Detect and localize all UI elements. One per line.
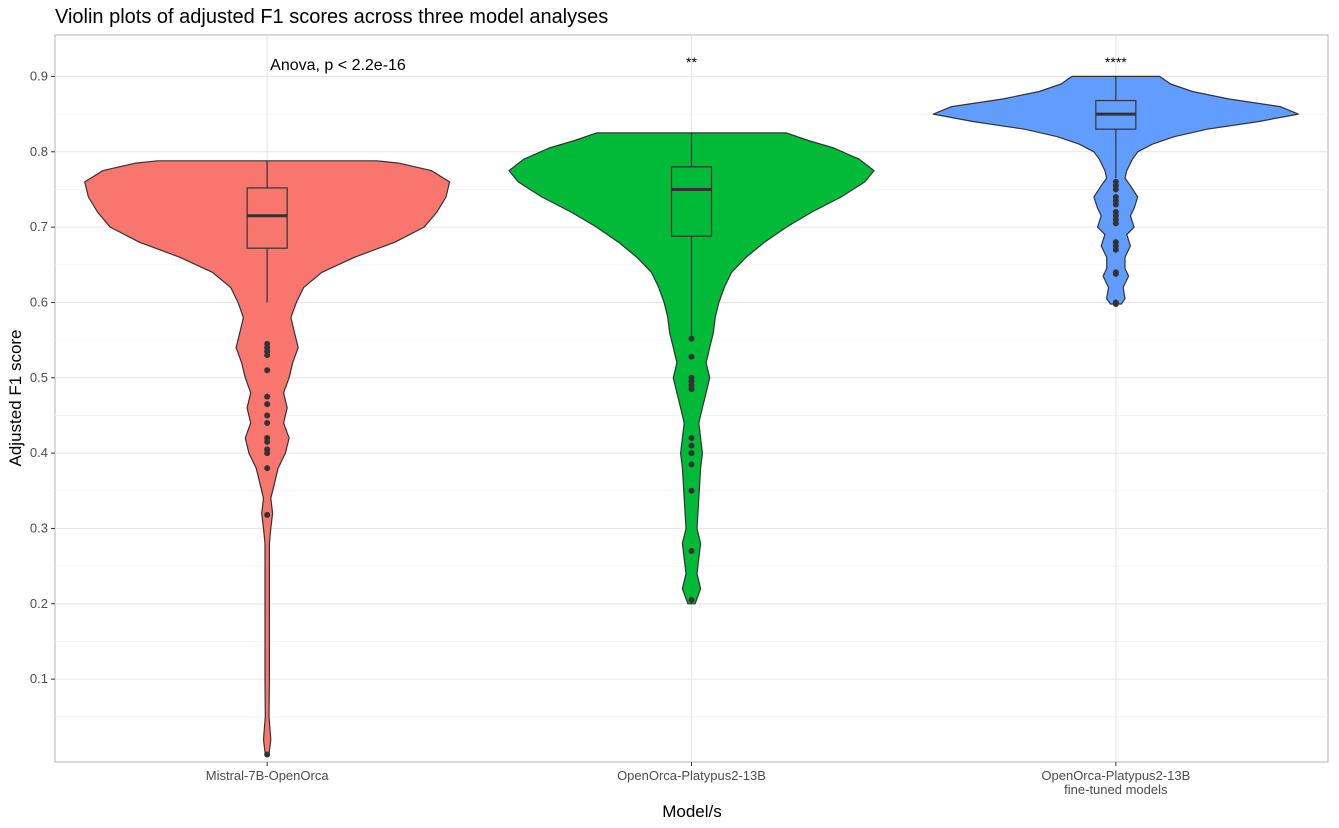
outlier-point [264,352,271,359]
outlier-point [688,597,695,604]
outlier-point [688,487,695,494]
significance-label: **** [1105,54,1127,70]
outlier-point [1112,186,1119,193]
box-iqr [670,166,713,237]
violin-1 [84,160,451,756]
x-tick-label: OpenOrca-Platypus2-13B [617,768,766,783]
y-tick-label: 0.1 [30,671,48,686]
y-tick-label: 0.5 [30,370,48,385]
test-annotation: Anova, p < 2.2e-16 [270,57,406,74]
box-iqr [246,187,288,249]
y-axis-ticks: 0.1 0.2 0.3 0.4 0.5 0.6 0.7 0.8 0.9 [30,68,55,686]
outlier-point [264,450,271,457]
outlier-point [264,465,271,472]
outlier-point [688,442,695,449]
violin-2 [508,132,875,605]
outlier-point [688,335,695,342]
x-axis-ticks: Mistral-7B-OpenOrca OpenOrca-Platypus2-13… [206,762,1190,797]
outlier-point [1112,220,1119,227]
outlier-point [264,419,271,426]
y-tick-label: 0.2 [30,596,48,611]
y-tick-label: 0.6 [30,294,48,309]
outlier-point [264,412,271,419]
outlier-point [688,386,695,393]
y-tick-label: 0.8 [30,144,48,159]
outlier-point [264,438,271,445]
outlier-point [1112,300,1119,307]
outlier-point [688,548,695,555]
outlier-point [264,401,271,408]
outlier-point [264,393,271,400]
y-tick-label: 0.4 [30,445,48,460]
y-tick-label: 0.7 [30,219,48,234]
y-axis-title: Adjusted F1 score [6,329,25,466]
outlier-point [688,435,695,442]
y-tick-label: 0.3 [30,520,48,535]
chart-title: Violin plots of adjusted F1 scores acros… [55,6,609,28]
x-tick-label: OpenOrca-Platypus2-13B [1041,768,1190,783]
y-tick-label: 0.9 [30,68,48,83]
outlier-point [264,511,271,518]
outlier-point [1112,201,1119,208]
outlier-point [688,461,695,468]
x-tick-label: fine-tuned models [1064,782,1168,797]
outlier-point [1112,246,1119,253]
outlier-point [1112,270,1119,277]
significance-label: ** [686,54,697,70]
outlier-point [688,353,695,360]
outlier-point [264,751,271,758]
x-axis-title: Model/s [662,802,722,821]
x-tick-label: Mistral-7B-OpenOrca [206,768,330,783]
violins: ** **** [84,54,1299,758]
outlier-point [264,367,271,374]
outlier-point [688,450,695,457]
